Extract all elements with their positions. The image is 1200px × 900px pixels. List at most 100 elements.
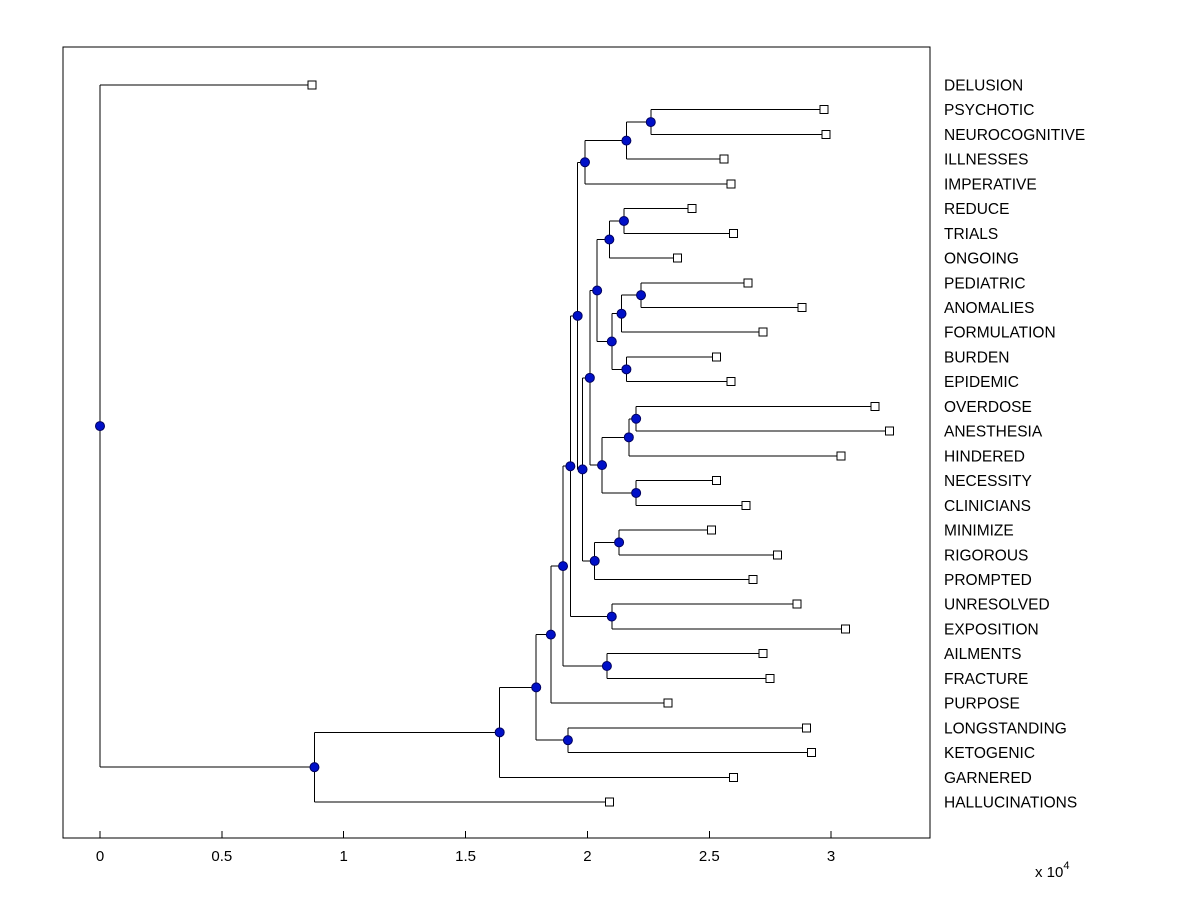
axis-group: [62, 46, 931, 839]
leaf-label: HALLUCINATIONS: [944, 794, 1077, 811]
leaf-label: DELUSION: [944, 78, 1023, 95]
plot-border: [62, 46, 931, 839]
leaf-label: OVERDOSE: [944, 399, 1032, 416]
leaf-marker: [712, 476, 722, 486]
leaf-marker: [836, 451, 846, 461]
leaf-marker: [772, 550, 782, 560]
branch-node-marker: [562, 735, 573, 746]
x-axis-tick-label: 0: [96, 848, 104, 865]
x-axis-tick-label: 1.5: [455, 848, 476, 865]
branch-node-marker: [616, 308, 627, 319]
leaf-label: CLINICIANS: [944, 498, 1031, 515]
branch-node-marker: [606, 336, 617, 347]
branch-node-marker: [565, 461, 576, 472]
leaf-label: TRIALS: [944, 226, 998, 243]
leaf-label: ANOMALIES: [944, 300, 1034, 317]
leaf-label: UNRESOLVED: [944, 597, 1050, 614]
branch-node-marker: [604, 234, 615, 245]
branch-node-marker: [577, 464, 588, 475]
branch-node-marker: [531, 682, 542, 693]
leaf-marker: [885, 426, 895, 436]
branch-node-marker: [631, 413, 642, 424]
leaf-marker: [807, 748, 817, 758]
leaf-label: LONGSTANDING: [944, 720, 1067, 737]
branch-node-marker: [579, 157, 590, 168]
branch-node-marker: [545, 629, 556, 640]
leaf-marker: [673, 253, 683, 263]
x-axis-tick-label: 0.5: [211, 848, 232, 865]
branch-node-marker: [621, 135, 632, 146]
leaf-marker: [604, 797, 614, 807]
branch-node-marker: [309, 762, 320, 773]
leaf-label: AILMENTS: [944, 646, 1022, 663]
branch-node-marker: [645, 117, 656, 128]
leaf-marker: [729, 228, 739, 238]
leaf-marker: [743, 278, 753, 288]
branch-node-marker: [631, 487, 642, 498]
branch-node-marker: [584, 372, 595, 383]
leaf-marker: [870, 401, 880, 411]
leaf-marker: [707, 525, 717, 535]
leaf-label: ANESTHESIA: [944, 424, 1043, 441]
leaf-label: NECESSITY: [944, 473, 1032, 490]
leaf-marker: [663, 698, 673, 708]
leaf-label: FRACTURE: [944, 671, 1028, 688]
leaf-label: ILLNESSES: [944, 152, 1028, 169]
leaf-marker: [821, 129, 831, 139]
leaf-label: RIGOROUS: [944, 547, 1028, 564]
leaf-label: MINIMIZE: [944, 523, 1014, 540]
leaf-marker: [687, 204, 697, 214]
leaf-label: EPIDEMIC: [944, 374, 1019, 391]
leaf-marker: [719, 154, 729, 164]
x-axis-tick-label: 2.5: [699, 848, 720, 865]
branch-node-marker: [601, 661, 612, 672]
labels-group: 0 0.5 1 1.5 2 2.5 3 x 104 DELUSION PSYCHOTIC NEURO…: [96, 78, 1085, 882]
tree-edges-group: [99, 84, 890, 803]
leaf-marker: [307, 80, 317, 90]
leaf-marker: [797, 303, 807, 313]
leaf-marker: [841, 624, 851, 634]
leaf-marker: [819, 105, 829, 115]
leaf-label: PEDIATRIC: [944, 275, 1026, 292]
branch-node-marker: [494, 727, 505, 738]
leaf-label: PROMPTED: [944, 572, 1032, 589]
branch-node-marker: [597, 460, 608, 471]
leaf-marker: [758, 649, 768, 659]
leaf-label: FORMULATION: [944, 325, 1056, 342]
leaf-label: NEUROCOGNITIVE: [944, 127, 1085, 144]
branch-node-marker: [618, 215, 629, 226]
leaf-label: PSYCHOTIC: [944, 102, 1034, 119]
leaf-marker: [802, 723, 812, 733]
leaf-marker: [729, 772, 739, 782]
leaf-marker: [765, 673, 775, 683]
leaf-marker: [726, 179, 736, 189]
branch-node-marker: [95, 421, 105, 432]
branch-node-marker: [614, 537, 625, 548]
leaf-label: EXPOSITION: [944, 621, 1039, 638]
leaf-marker: [748, 574, 758, 584]
leaf-label: BURDEN: [944, 349, 1009, 366]
leaf-label: REDUCE: [944, 201, 1009, 218]
leaf-marker: [741, 500, 751, 510]
x-axis-tick-label: 2: [583, 848, 591, 865]
tree-markers-group: [95, 80, 895, 807]
branch-node-marker: [589, 555, 600, 566]
branch-node-marker: [636, 290, 647, 301]
branch-node-marker: [621, 364, 632, 375]
branch-node-marker: [623, 432, 634, 443]
leaf-label: ONGOING: [944, 251, 1019, 268]
leaf-marker: [712, 352, 722, 362]
branch-node-marker: [572, 310, 583, 321]
leaf-marker: [792, 599, 802, 609]
branch-node-marker: [558, 561, 569, 572]
branch-node-marker: [606, 611, 617, 622]
x-axis-tick-label: 1: [340, 848, 348, 865]
leaf-marker: [758, 327, 768, 337]
leaf-marker: [726, 377, 736, 387]
leaf-label: IMPERATIVE: [944, 176, 1037, 193]
leaf-label: HINDERED: [944, 448, 1025, 465]
leaf-label: PURPOSE: [944, 696, 1020, 713]
leaf-label: GARNERED: [944, 770, 1032, 787]
